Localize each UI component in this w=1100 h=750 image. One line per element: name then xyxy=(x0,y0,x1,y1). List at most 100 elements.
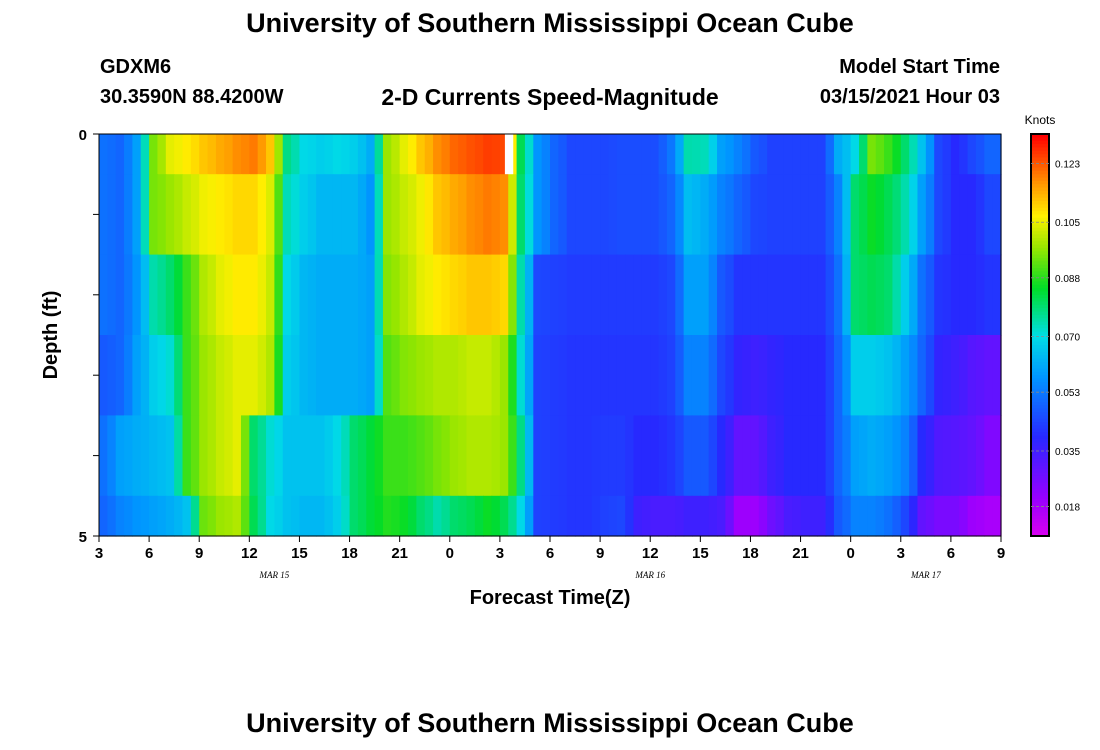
heatmap-cell xyxy=(767,415,777,497)
colorbar-swatch xyxy=(1031,170,1049,175)
heatmap-cell xyxy=(332,495,342,537)
heatmap-cell xyxy=(975,254,985,336)
colorbar-swatch xyxy=(1031,318,1049,323)
x-axis-label: Forecast Time(Z) xyxy=(470,587,631,609)
heatmap-cell xyxy=(717,495,726,537)
colorbar-swatch xyxy=(1031,428,1049,433)
heatmap-cell xyxy=(825,254,835,336)
heatmap-cell xyxy=(909,415,919,497)
heatmap-cell xyxy=(900,415,910,497)
y-axis-label: Depth (ft) xyxy=(40,291,62,380)
colorbar-swatch xyxy=(1031,338,1049,343)
heatmap-cell xyxy=(458,415,468,497)
heatmap-cell xyxy=(758,134,768,175)
heatmap-cell xyxy=(808,335,818,416)
heatmap-cell xyxy=(124,174,134,256)
heatmap-cell xyxy=(850,254,860,336)
heatmap-cell xyxy=(332,174,342,256)
colorbar-swatch xyxy=(1031,425,1049,430)
heatmap-cell xyxy=(541,415,551,497)
heatmap-cell xyxy=(408,335,417,416)
heatmap-cell xyxy=(850,415,860,497)
heatmap-cell xyxy=(541,254,551,336)
heatmap-cell xyxy=(884,174,894,256)
heatmap-cell xyxy=(282,254,292,336)
heatmap-cell xyxy=(207,335,217,416)
heatmap-cell xyxy=(992,335,1002,416)
heatmap-cell xyxy=(541,495,551,537)
heatmap-cell xyxy=(274,335,284,416)
colorbar-tick-label: 0.088 xyxy=(1055,274,1080,285)
heatmap-cell xyxy=(491,335,501,416)
heatmap-cell xyxy=(474,415,484,497)
heatmap-cell xyxy=(750,134,760,175)
heatmap-cell xyxy=(683,134,693,175)
heatmap-cell xyxy=(99,495,108,537)
heatmap-cell xyxy=(374,254,384,336)
heatmap-cell xyxy=(859,254,868,336)
heatmap-cell xyxy=(650,335,660,416)
heatmap-cell xyxy=(650,495,660,537)
heatmap-cell xyxy=(750,495,760,537)
heatmap-cell xyxy=(859,495,868,537)
heatmap-cell xyxy=(249,254,259,336)
heatmap-cell xyxy=(800,254,810,336)
heatmap-cell xyxy=(566,254,576,336)
heatmap-cell xyxy=(616,134,626,175)
heatmap-cell xyxy=(366,335,376,416)
heatmap-cell xyxy=(934,134,944,175)
heatmap-cell xyxy=(550,495,559,537)
heatmap-cell xyxy=(483,335,493,416)
heatmap-cell xyxy=(332,254,342,336)
heatmap-cell xyxy=(341,495,351,537)
heatmap-cell xyxy=(608,495,618,537)
heatmap-cell xyxy=(558,254,568,336)
heatmap-cell xyxy=(775,495,785,537)
heatmap-cell xyxy=(190,415,200,497)
colorbar-swatch xyxy=(1031,375,1049,380)
date-label: MAR 16 xyxy=(634,570,665,580)
heatmap-cell xyxy=(266,174,275,256)
heatmap-cell xyxy=(349,174,359,256)
colorbar-swatch xyxy=(1031,261,1049,266)
heatmap-cell xyxy=(783,134,793,175)
heatmap-cell xyxy=(900,254,910,336)
heatmap-cell xyxy=(575,174,585,256)
heatmap-cell xyxy=(842,174,852,256)
heatmap-cell xyxy=(491,134,501,175)
colorbar-swatch xyxy=(1031,224,1049,229)
heatmap-cell xyxy=(691,254,701,336)
heatmap-cell xyxy=(299,254,309,336)
heatmap-cell xyxy=(524,254,534,336)
heatmap-cell xyxy=(658,495,668,537)
heatmap-cell xyxy=(174,254,184,336)
heatmap-cell xyxy=(733,335,743,416)
heatmap-cell xyxy=(249,134,259,175)
heatmap-cell xyxy=(566,415,576,497)
heatmap-cell xyxy=(257,335,267,416)
heatmap-cell xyxy=(633,254,643,336)
heatmap-cell xyxy=(742,415,752,497)
heatmap-cell xyxy=(516,415,526,497)
heatmap-cell xyxy=(190,335,200,416)
heatmap-cell xyxy=(391,134,401,175)
heatmap-cell xyxy=(583,495,593,537)
heatmap-cell xyxy=(817,134,827,175)
heatmap-cell xyxy=(742,495,752,537)
heatmap-cell xyxy=(792,254,802,336)
colorbar-swatch xyxy=(1031,435,1049,440)
heatmap-cell xyxy=(149,254,159,336)
heatmap-cell xyxy=(675,174,685,256)
heatmap-cell xyxy=(625,134,635,175)
heatmap-cell xyxy=(408,254,417,336)
heatmap-cell xyxy=(165,174,175,256)
heatmap-cell xyxy=(733,134,743,175)
colorbar-title: Knots xyxy=(1025,113,1056,127)
heatmap-cell xyxy=(959,495,969,537)
heatmap-cell xyxy=(666,495,676,537)
heatmap-cell xyxy=(850,335,860,416)
heatmap-cell xyxy=(224,495,234,537)
heatmap-cell xyxy=(508,254,518,336)
heatmap-cell xyxy=(458,174,468,256)
heatmap-cell xyxy=(466,335,476,416)
